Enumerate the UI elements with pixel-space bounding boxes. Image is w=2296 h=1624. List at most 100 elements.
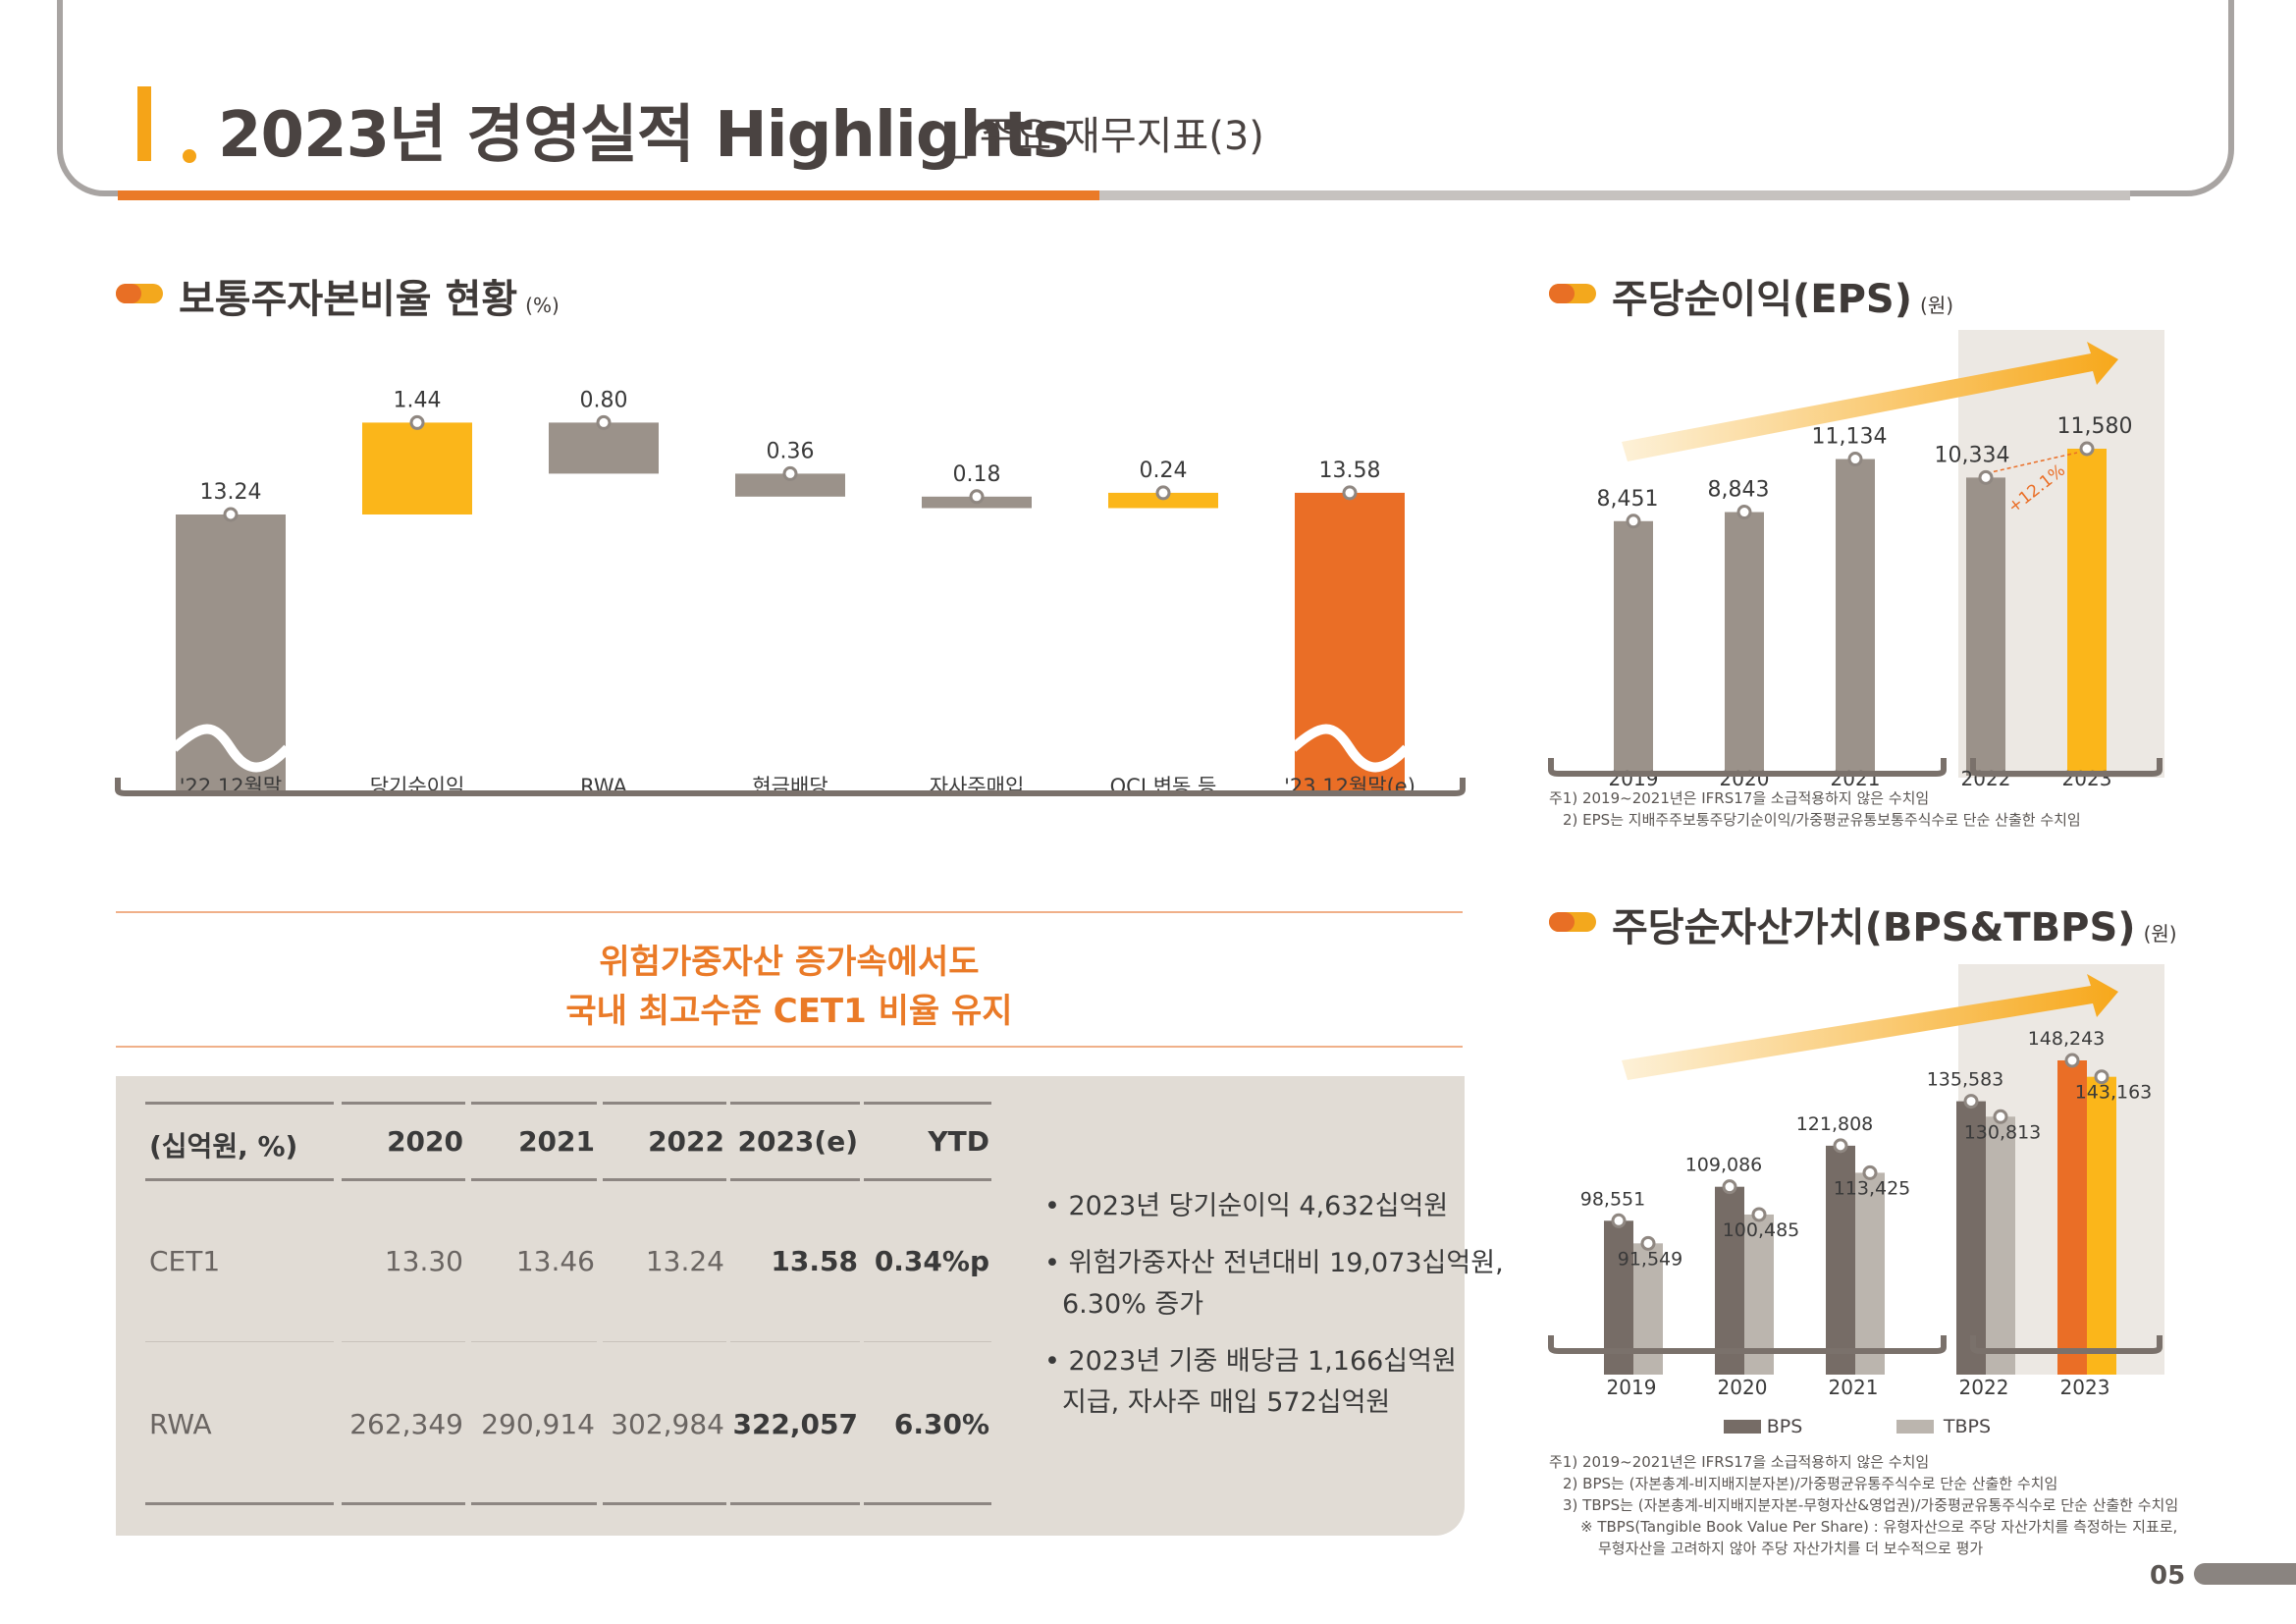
cet1-axis-baseline [115,778,1466,796]
eps-category-label: 2022 [1961,767,2011,790]
eps-value-label: 8,451 [1597,487,1659,512]
eps-bar [1966,477,2005,776]
cet1-bar-marker [782,465,798,481]
cet1-bar-marker [596,414,612,430]
eps-bar [2067,449,2107,776]
table-cell: 290,914 [481,1408,595,1440]
page-number: 05 [2150,1561,2186,1591]
table-bottom-rule [342,1502,465,1505]
bps-note-4: ※ TBPS(Tangible Book Value Per Share) : … [1580,1518,2178,1536]
cet1-bar-marker [1342,485,1358,501]
legend-swatch-tbps [1896,1420,1934,1434]
section-numeral-dot [183,149,196,163]
table-header-cell: YTD [928,1125,989,1158]
table-top-rule [471,1102,597,1105]
summary-line-2: 국내 최고수준 CET1 비율 유지 [565,992,1013,1031]
legend-swatch-bps [1724,1420,1761,1434]
table-cell: 13.24 [645,1245,724,1277]
cet1-bar [735,473,845,497]
bps-bar-marker [2064,1053,2080,1068]
bps-category-label: 2019 [1607,1376,1657,1399]
bullet-rwa-cont: 6.30% 증가 [1062,1289,1204,1320]
eps-bar-marker [1736,505,1752,520]
bps-value-label: 121,808 [1796,1113,1874,1135]
cet1-value-label: 0.80 [580,388,628,412]
table-cell: CET1 [149,1245,221,1277]
tbps-value-label: 143,163 [2075,1082,2153,1104]
cet1-bar-marker [1155,485,1171,501]
cet1-table-panel [116,1076,1465,1536]
table-cell: 0.34%p [874,1245,989,1277]
tbps-bar [2087,1076,2116,1375]
legend-label-bps: BPS [1767,1416,1803,1437]
cet1-bar-marker [409,414,425,430]
table-header-cell: (십억원, %) [149,1130,298,1163]
bps-note-5: 무형자산을 고려하지 않아 주당 자산가치를 더 보수적으로 평가 [1598,1540,1984,1557]
header-underline-orange [118,190,1099,200]
bps-section-title: 주당순자산가치(BPS&TBPS) (원) [1612,895,2177,952]
cet1-unit: (%) [525,294,560,317]
tbps-bar [1744,1214,1774,1375]
tbps-bar [1855,1172,1885,1375]
table-cell: 6.30% [893,1408,989,1440]
bps-note-1: 주1) 2019~2021년은 IFRS17을 소급적용하지 않은 수치임 [1549,1453,1930,1471]
table-row-divider [603,1341,726,1342]
cet1-title-text: 보통주자본비율 현황 [179,277,518,322]
tbps-bar-marker [1993,1109,2008,1124]
summary-top-rule [116,911,1463,913]
cet1-bar [1108,492,1218,509]
table-top-rule [145,1102,334,1105]
cet1-value-label: 13.58 [1319,459,1381,483]
bps-bar [2057,1060,2087,1375]
table-top-rule [864,1102,991,1105]
eps-bar-marker [2079,441,2095,457]
cet1-bar [362,422,472,514]
bps-trend-arrow [1622,974,2118,1080]
section-numeral-bar [137,86,151,161]
bps-axis-baseline-right [1970,1335,2163,1354]
axis-break-wave [170,724,292,773]
bullet-net-income: • 2023년 당기순이익 4,632십억원 [1044,1191,1449,1221]
cet1-category-label: CET1 [1323,804,1376,805]
table-bottom-rule [603,1502,726,1505]
cet1-waterfall-chart: 13.24'22.12월말CET11.44당기순이익0.80RWA0.36현금배… [115,388,1466,805]
cet1-value-label: 0.36 [767,439,815,463]
table-row-divider [864,1341,991,1342]
table-header-rule [603,1178,726,1181]
section-bullet-icon [116,284,163,303]
tbps-bar-marker [1751,1207,1767,1222]
bps-bar-marker [1722,1179,1737,1195]
bps-bar-marker [1963,1094,1979,1110]
eps-bar [1725,512,1764,776]
table-top-rule [603,1102,726,1105]
eps-category-label: 2023 [2062,767,2112,790]
table-header-cell: 2022 [648,1125,724,1158]
table-header-cell: 2021 [518,1125,595,1158]
bps-bar-chart: 98,551 91,549 2019 109,086 100,485 2020 121,80… [1548,964,2164,1437]
table-header-rule [730,1178,860,1181]
cet1-bar [549,422,659,474]
bps-title-text: 주당순자산가치(BPS&TBPS) [1612,905,2136,950]
eps-section-title: 주당순이익(EPS) (원) [1612,267,1953,324]
bullet-dividend: • 2023년 기중 배당금 1,166십억원 [1044,1346,1457,1377]
eps-growth-line [1993,452,2078,473]
eps-bar [1614,520,1653,776]
tbps-value-label: 91,549 [1618,1248,1682,1270]
axis-break-wave [1289,724,1411,773]
cet1-value-label: 0.18 [953,462,1001,487]
eps-value-label: 8,843 [1708,478,1770,503]
eps-value-label: 11,134 [1812,425,1888,450]
cet1-bar-marker [969,489,985,505]
eps-trend-arrow [1622,342,2118,461]
table-row-divider [342,1341,465,1342]
summary-line-1: 위험가중자산 증가속에서도 [599,943,980,982]
table-cell: 302,984 [611,1408,724,1440]
table-cell: 13.58 [771,1245,858,1277]
table-row-divider [471,1341,597,1342]
bps-value-label: 148,243 [2028,1028,2106,1050]
table-header-rule [471,1178,597,1181]
table-row-divider [730,1341,860,1342]
table-top-rule [730,1102,860,1105]
eps-note-2: 2) EPS는 지배주주보통주당기순이익/가중평균유통보통주식수로 단순 산출한… [1563,811,2081,829]
bps-value-label: 135,583 [1927,1069,2004,1091]
